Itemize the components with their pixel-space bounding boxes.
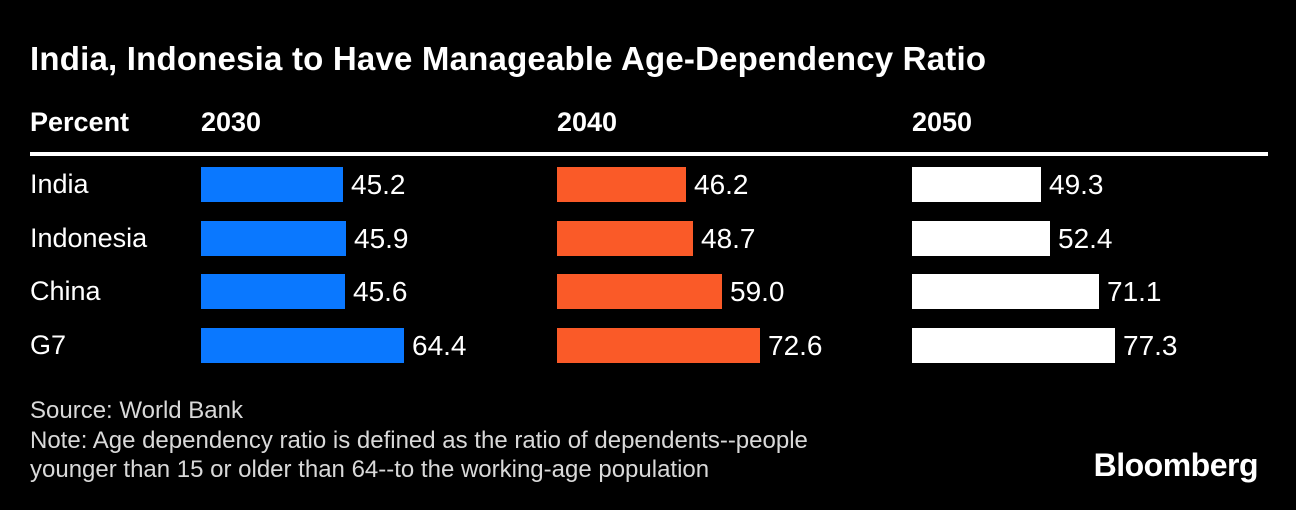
bar-2040-china: [557, 274, 722, 309]
bar-rows: India 45.2 46.2 49.3 Indonesia 45.9 48.7 52.4 Ch…: [0, 167, 1296, 367]
category-label-g7: G7: [30, 330, 67, 360]
bar-2050-indonesia: [912, 221, 1050, 256]
value-label-2050-indonesia: 52.4: [1058, 223, 1113, 254]
bar-2050-g7: [912, 328, 1115, 363]
note-line-2: younger than 15 or older than 64--to the…: [30, 456, 710, 483]
column-header-2050: 2050: [912, 107, 973, 137]
column-header-2030: 2030: [201, 107, 262, 137]
category-label-china: China: [30, 276, 101, 306]
table-row-china: China 45.6 59.0 71.1: [0, 274, 1296, 309]
value-label-2040-india: 46.2: [694, 169, 749, 200]
category-label-india: India: [30, 169, 89, 199]
bar-2030-india: [201, 167, 343, 202]
bar-2040-indonesia: [557, 221, 693, 256]
table-row-indonesia: Indonesia 45.9 48.7 52.4: [0, 221, 1296, 256]
column-header-2040: 2040: [557, 107, 618, 137]
bar-2030-g7: [201, 328, 404, 363]
value-label-2040-indonesia: 48.7: [701, 223, 756, 254]
note-line-1: Note: Age dependency ratio is defined as…: [30, 427, 808, 454]
value-label-2050-china: 71.1: [1107, 276, 1162, 307]
value-label-2050-india: 49.3: [1049, 169, 1104, 200]
source-text: Source: World Bank: [30, 397, 243, 424]
bar-2050-china: [912, 274, 1099, 309]
value-label-2030-india: 45.2: [351, 169, 406, 200]
bar-2030-china: [201, 274, 345, 309]
category-label-indonesia: Indonesia: [30, 223, 148, 253]
value-label-2030-china: 45.6: [353, 276, 408, 307]
unit-label: Percent: [30, 107, 130, 137]
bar-2050-india: [912, 167, 1041, 202]
value-label-2050-g7: 77.3: [1123, 330, 1178, 361]
value-label-2030-g7: 64.4: [412, 330, 467, 361]
bloomberg-logo: Bloomberg: [1093, 447, 1259, 483]
value-label-2040-china: 59.0: [730, 276, 785, 307]
table-row-g7: G7 64.4 72.6 77.3: [0, 328, 1296, 363]
header-divider: [30, 152, 1268, 156]
bar-2040-india: [557, 167, 686, 202]
bar-2040-g7: [557, 328, 760, 363]
value-label-2030-indonesia: 45.9: [354, 223, 409, 254]
table-row-india: India 45.2 46.2 49.3: [0, 167, 1296, 202]
chart-title: India, Indonesia to Have Manageable Age-…: [30, 40, 987, 77]
bar-2030-indonesia: [201, 221, 346, 256]
value-label-2040-g7: 72.6: [768, 330, 823, 361]
